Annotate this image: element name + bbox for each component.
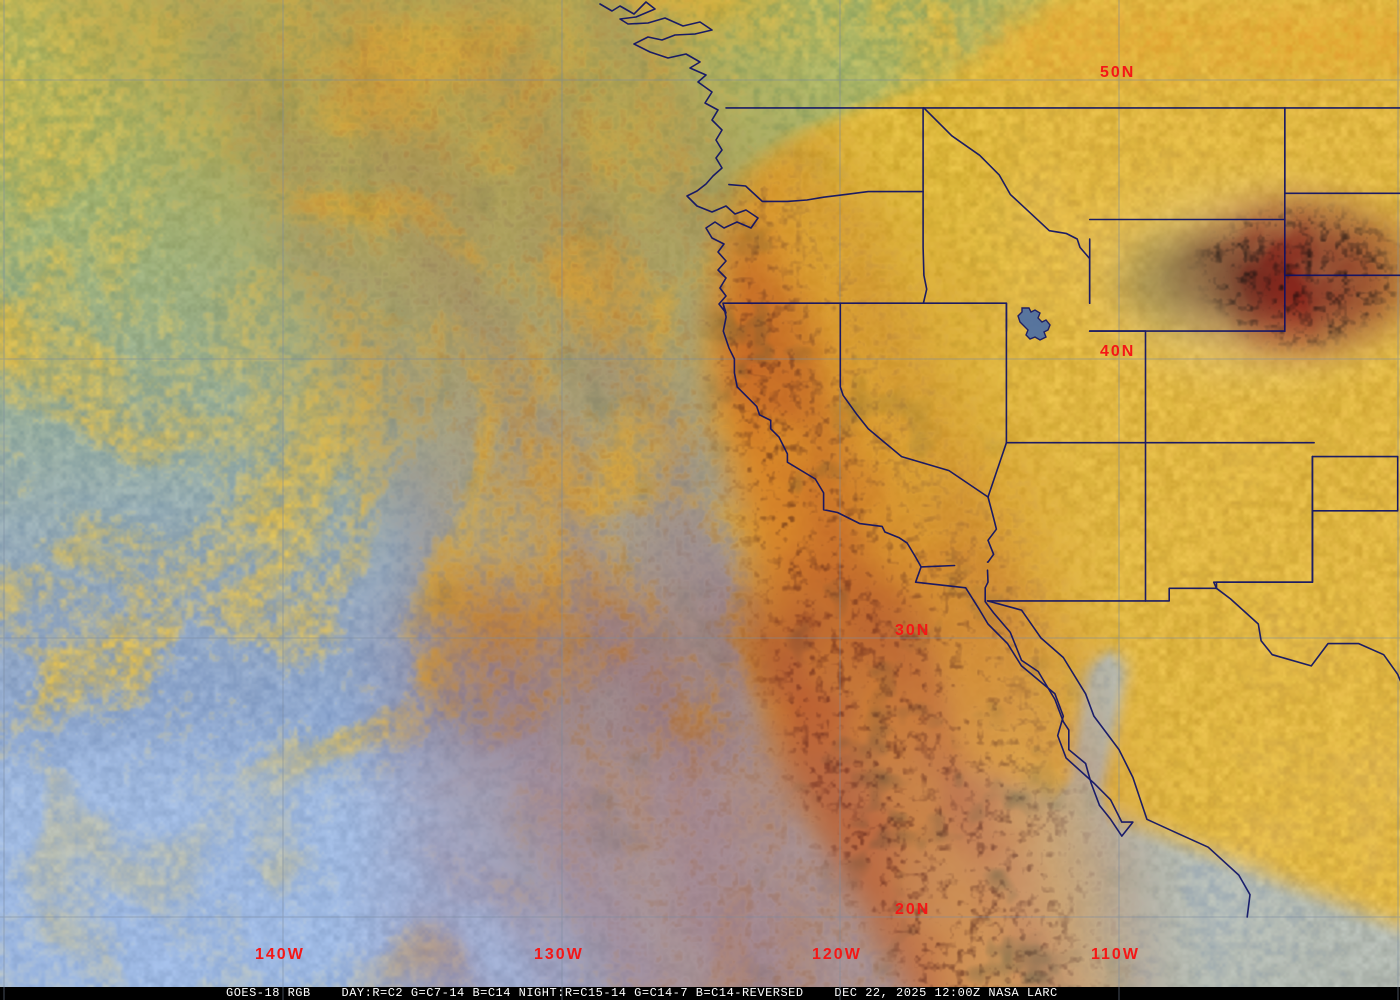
svg-text:50N: 50N <box>1100 64 1135 81</box>
svg-text:110W: 110W <box>1091 946 1140 963</box>
svg-text:130W: 130W <box>534 946 584 963</box>
svg-text:20N: 20N <box>895 901 930 918</box>
svg-text:140W: 140W <box>255 946 305 963</box>
svg-text:40N: 40N <box>1100 343 1135 360</box>
svg-text:120W: 120W <box>812 946 862 963</box>
svg-text:30N: 30N <box>895 622 930 639</box>
